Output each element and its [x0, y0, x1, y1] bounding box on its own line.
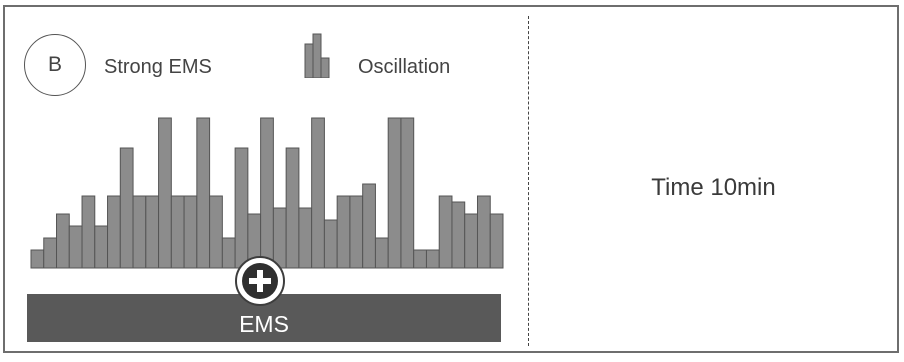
mode-badge: B: [24, 34, 86, 96]
oscillation-bar: [425, 249, 440, 269]
oscillation-bar: [272, 207, 287, 269]
oscillation-bar: [260, 117, 274, 269]
mode-name: Strong EMS: [104, 56, 212, 78]
oscillation-bar: [323, 219, 338, 269]
legend-label: Oscillation: [358, 56, 451, 78]
oscillation-bar: [145, 195, 160, 269]
oscillation-bar: [209, 195, 223, 269]
oscillation-bar: [56, 213, 70, 269]
oscillation-bar: [374, 237, 389, 269]
oscillation-bar: [68, 225, 83, 269]
oscillation-bar: [349, 195, 364, 269]
time-label: Time 10min: [651, 174, 776, 201]
section-divider: [528, 16, 529, 346]
oscillation-bar: [464, 213, 478, 269]
oscillation-bar: [43, 237, 58, 269]
oscillation-bar: [451, 201, 466, 269]
oscillation-bar: [234, 147, 249, 269]
oscillation-bar: [30, 249, 45, 269]
oscillation-bar: [221, 237, 236, 269]
oscillation-bar: [400, 117, 415, 269]
oscillation-bar: [196, 117, 211, 269]
oscillation-bar: [438, 195, 453, 269]
oscillation-bar: [132, 195, 147, 269]
plus-circle-icon: [242, 263, 278, 299]
oscillation-bar: [285, 147, 300, 269]
oscillation-bar: [298, 207, 313, 269]
oscillation-bar: [387, 117, 402, 269]
plus-badge: [235, 256, 285, 306]
oscillation-bar: [489, 213, 504, 269]
oscillation-bar: [476, 195, 491, 269]
mode-letter: B: [47, 53, 62, 76]
oscillation-bar: [336, 195, 351, 269]
oscillation-bar: [413, 249, 427, 269]
oscillation-bar: [362, 183, 376, 269]
oscillation-bar: [81, 195, 96, 269]
oscillation-bar: [119, 147, 134, 269]
oscillation-bar: [158, 117, 172, 269]
bar-cluster-icon: [304, 33, 330, 78]
oscillation-bar: [107, 195, 121, 269]
oscillation-bar: [183, 195, 198, 269]
oscillation-bar: [94, 225, 109, 269]
oscillation-bar: [311, 117, 325, 269]
ems-label: EMS: [239, 310, 289, 337]
oscillation-bar: [170, 195, 185, 269]
